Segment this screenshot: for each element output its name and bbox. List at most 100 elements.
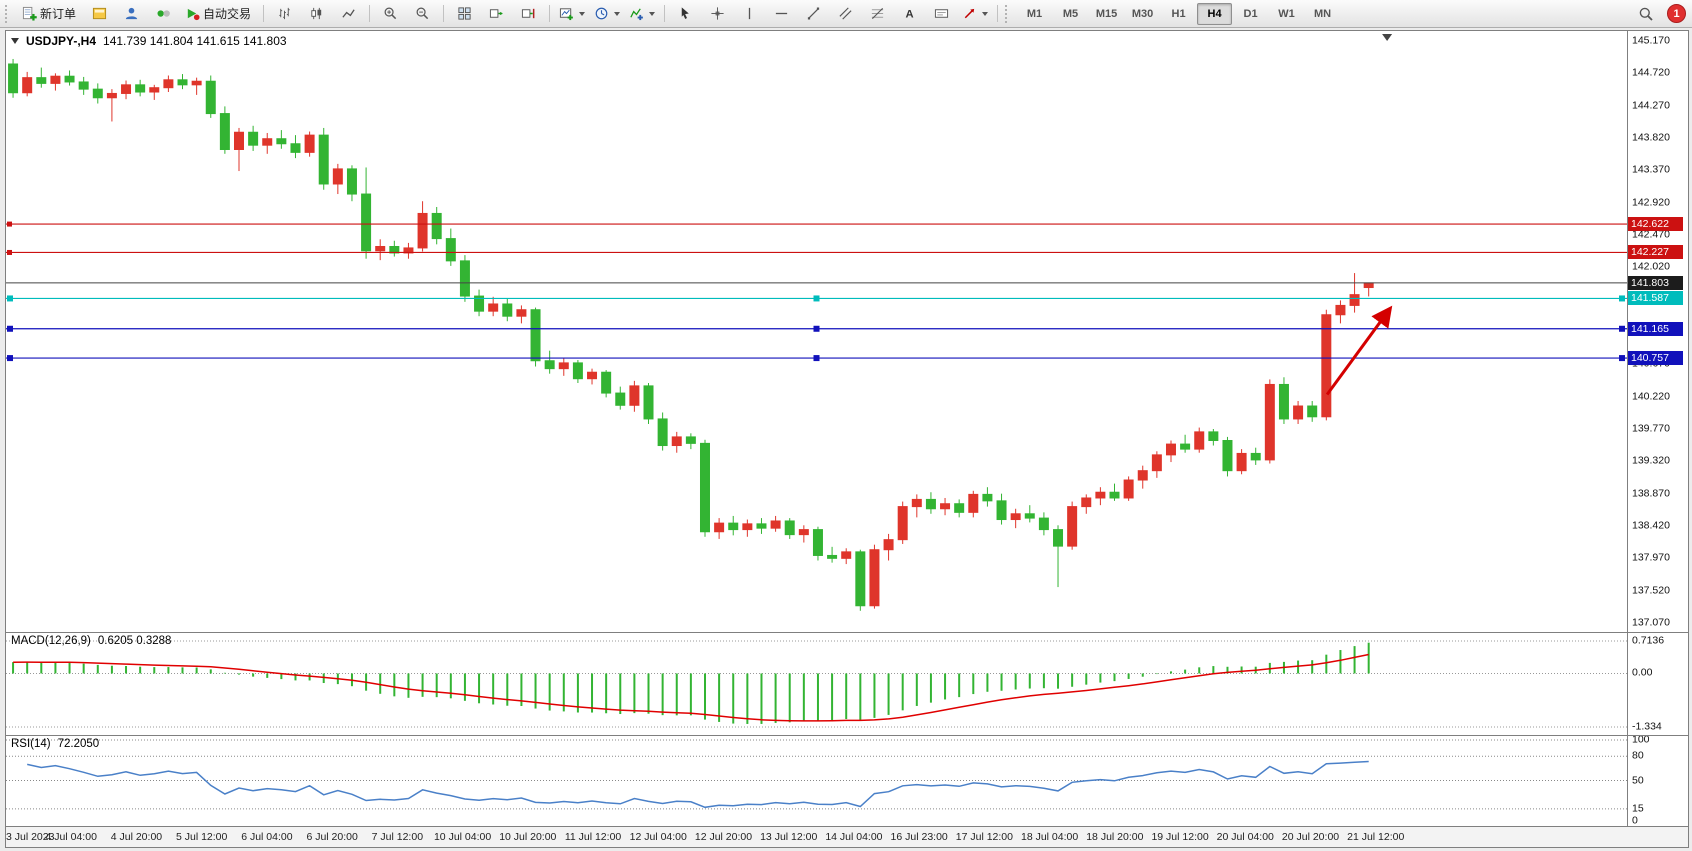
- time-axis-label: 6 Jul 04:00: [241, 831, 293, 843]
- chart-shift-marker[interactable]: [1382, 34, 1393, 41]
- cursor-tool-button[interactable]: [670, 2, 701, 26]
- time-axis-label: 16 Jul 23:00: [890, 831, 948, 843]
- macd-axis-label: 0.7136: [1632, 634, 1665, 647]
- line-handle[interactable]: [7, 295, 13, 302]
- toolbar-separator: [664, 5, 666, 22]
- rsi-axis-label: 100: [1632, 736, 1650, 746]
- zoom-out-icon: [416, 7, 429, 20]
- arrows-tool-button[interactable]: [958, 2, 992, 26]
- time-axis-label: 4 Jul 04:00: [45, 831, 97, 843]
- horizontal-line-object[interactable]: [6, 325, 1627, 332]
- time-axis[interactable]: 3 Jul 2023 4 Jul 04:00 4 Jul 20:00 5 Jul 12…: [6, 826, 1688, 847]
- line-handle[interactable]: [813, 295, 820, 302]
- timeframe-button-w1[interactable]: W1: [1278, 7, 1295, 20]
- timeframe-button-h4[interactable]: H4: [1197, 2, 1233, 25]
- autotrading-label: 自动交易: [203, 7, 252, 21]
- rsi-axis[interactable]: 100 80 50 15 0: [1627, 736, 1688, 826]
- timeframe-button-h1[interactable]: H1: [1171, 7, 1186, 20]
- price-axis-label: 142.470: [1632, 228, 1670, 241]
- rsi-plot[interactable]: [6, 736, 1627, 826]
- time-axis-label: 10 Jul 04:00: [433, 831, 492, 843]
- horizontal-line-object[interactable]: [6, 249, 1627, 255]
- horizontal-line-tool-button[interactable]: [766, 2, 797, 26]
- period-clock-button[interactable]: [590, 2, 624, 26]
- line-handle[interactable]: [813, 355, 820, 362]
- bar-chart-button[interactable]: [269, 2, 300, 26]
- timeframe-button-mn[interactable]: MN: [1313, 7, 1332, 20]
- zoom-in-button[interactable]: [375, 2, 406, 26]
- time-axis-label: 6 Jul 20:00: [306, 831, 358, 843]
- line-handle[interactable]: [7, 355, 13, 362]
- new-order-label: 新订单: [40, 7, 77, 21]
- text-label-tool-button[interactable]: [926, 2, 957, 26]
- line-handle[interactable]: [7, 249, 12, 255]
- trendline-tool-button[interactable]: [798, 2, 829, 26]
- rsi-name: RSI(14): [11, 738, 51, 750]
- line-handle[interactable]: [813, 325, 820, 332]
- price-line-badge: 141.165: [1628, 321, 1683, 336]
- macd-plot[interactable]: [6, 633, 1627, 735]
- vertical-line-tool-button[interactable]: [734, 2, 765, 26]
- charts-grid-button[interactable]: [84, 2, 115, 26]
- new-order-icon: [22, 6, 37, 21]
- horizontal-line-object[interactable]: [6, 355, 1627, 362]
- indicators-button[interactable]: [625, 2, 659, 26]
- dropdown-caret-icon: [982, 11, 989, 16]
- profile-button[interactable]: [116, 2, 147, 26]
- line-handle[interactable]: [1619, 355, 1625, 362]
- line-handle[interactable]: [7, 221, 12, 227]
- autotrading-button[interactable]: 自动交易: [180, 2, 258, 26]
- text-tool-button[interactable]: A: [894, 2, 925, 26]
- macd-axis[interactable]: 0.7136 0.00 -1.334: [1627, 633, 1688, 735]
- text-icon: A: [905, 9, 913, 21]
- time-axis-label: 19 Jul 12:00: [1151, 831, 1209, 843]
- toolbar-grip[interactable]: [1005, 4, 1012, 23]
- line-handle[interactable]: [1619, 295, 1625, 302]
- trend-arrow-object[interactable]: [1325, 305, 1393, 396]
- chart-symbol-timeframe: USDJPY-,H4: [26, 34, 97, 48]
- fibonacci-tool-button[interactable]: [862, 2, 893, 26]
- market-watch-button[interactable]: [148, 2, 179, 26]
- notification-badge[interactable]: 1: [1667, 4, 1686, 23]
- line-handle[interactable]: [7, 325, 13, 332]
- horizontal-line-object[interactable]: [6, 295, 1627, 302]
- charts-grid-icon: [92, 7, 107, 20]
- candlestick-chart-button[interactable]: [301, 2, 332, 26]
- channel-tool-button[interactable]: [830, 2, 861, 26]
- timeframe-button-m1[interactable]: M1: [1026, 7, 1043, 20]
- toolbar-separator: [263, 5, 265, 22]
- search-button[interactable]: [1630, 2, 1661, 26]
- timeframe-button-m15[interactable]: M15: [1095, 7, 1118, 20]
- timeframe-button-m5[interactable]: M5: [1062, 7, 1079, 20]
- chart-shift-button[interactable]: [513, 2, 544, 26]
- time-axis-label: 12 Jul 04:00: [629, 831, 687, 843]
- line-handle[interactable]: [1619, 325, 1625, 332]
- collapse-chart-icon[interactable]: [11, 38, 19, 44]
- trendline-icon: [807, 7, 820, 20]
- timeframe-button-m30[interactable]: M30: [1131, 7, 1154, 20]
- crosshair-tool-button[interactable]: [702, 2, 733, 26]
- price-axis[interactable]: 145.170 144.720 144.270 143.820 143.370 142.9…: [1627, 31, 1688, 632]
- time-axis-label: 3 Jul 2023: [6, 831, 55, 843]
- price-axis-label: 142.020: [1632, 260, 1670, 273]
- price-chart-plot[interactable]: [6, 31, 1627, 632]
- line-chart-button[interactable]: [333, 2, 364, 26]
- rsi-axis-label: 0: [1632, 814, 1638, 826]
- price-axis-label: 143.370: [1632, 163, 1670, 176]
- zoom-out-button[interactable]: [407, 2, 438, 26]
- auto-scroll-button[interactable]: [481, 2, 512, 26]
- horizontal-line-object[interactable]: [6, 221, 1627, 227]
- workspace: USDJPY-,H4 141.739 141.804 141.615 141.8…: [0, 28, 1692, 851]
- toolbar: 新订单 自动交易: [0, 0, 1692, 28]
- price-axis-label: 137.520: [1632, 584, 1670, 597]
- search-icon: [1639, 7, 1653, 21]
- macd-values: 0.6205 0.3288: [97, 635, 172, 647]
- svg-text:A: A: [905, 9, 913, 21]
- time-axis-label: 20 Jul 04:00: [1216, 831, 1274, 843]
- toolbar-grip[interactable]: [5, 4, 12, 23]
- new-order-button[interactable]: 新订单: [17, 2, 83, 26]
- tile-windows-button[interactable]: [449, 2, 480, 26]
- new-chart-button[interactable]: [555, 2, 589, 26]
- timeframe-button-d1[interactable]: D1: [1243, 7, 1258, 20]
- tile-windows-icon: [458, 7, 471, 20]
